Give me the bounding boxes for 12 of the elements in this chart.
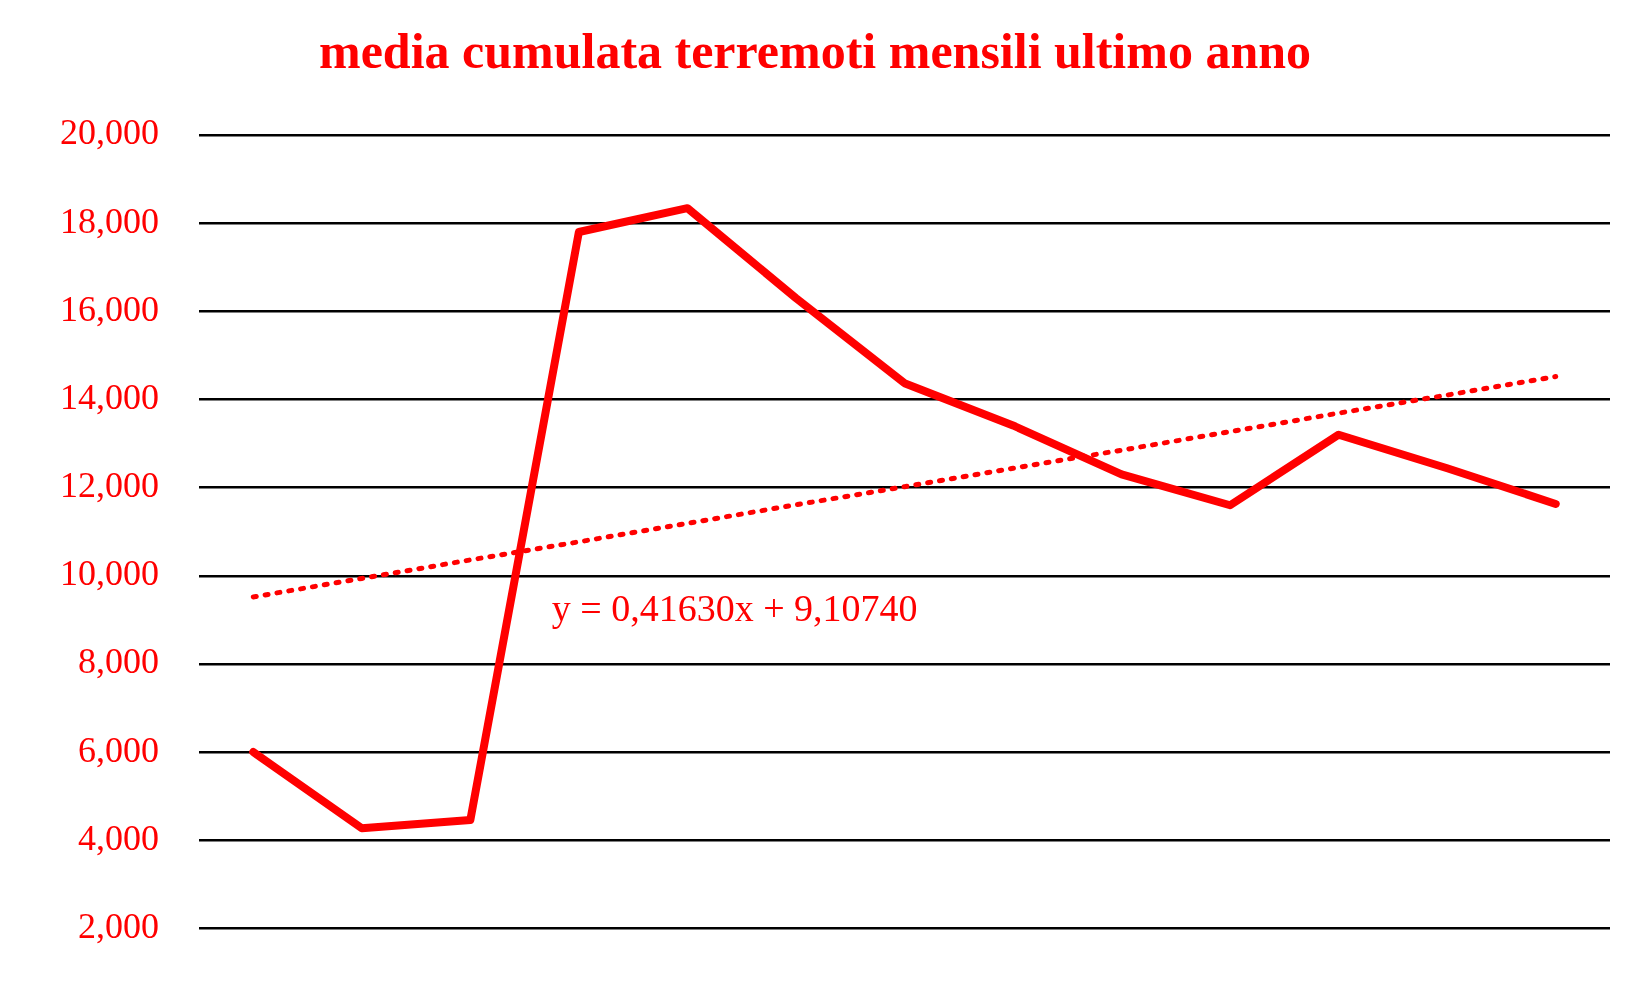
y-tick-label: 6,000 [78,729,159,770]
annotation: y = 0,41630x + 9,10740 [551,587,918,630]
y-tick-label: 2,000 [78,905,159,946]
chart-title: media cumulata terremoti mensili ultimo anno [318,22,1312,79]
y-tick-label: 10,000 [60,553,159,594]
y-tick-label: 8,000 [78,641,159,682]
y-tick-label: 4,000 [78,817,159,858]
y-tick-label: 20,000 [60,112,159,153]
y-tick-label: 16,000 [60,288,159,329]
y-tick-label: 12,000 [60,465,159,506]
y-tick-label: 14,000 [60,376,159,417]
y-tick-label: 18,000 [60,200,159,241]
